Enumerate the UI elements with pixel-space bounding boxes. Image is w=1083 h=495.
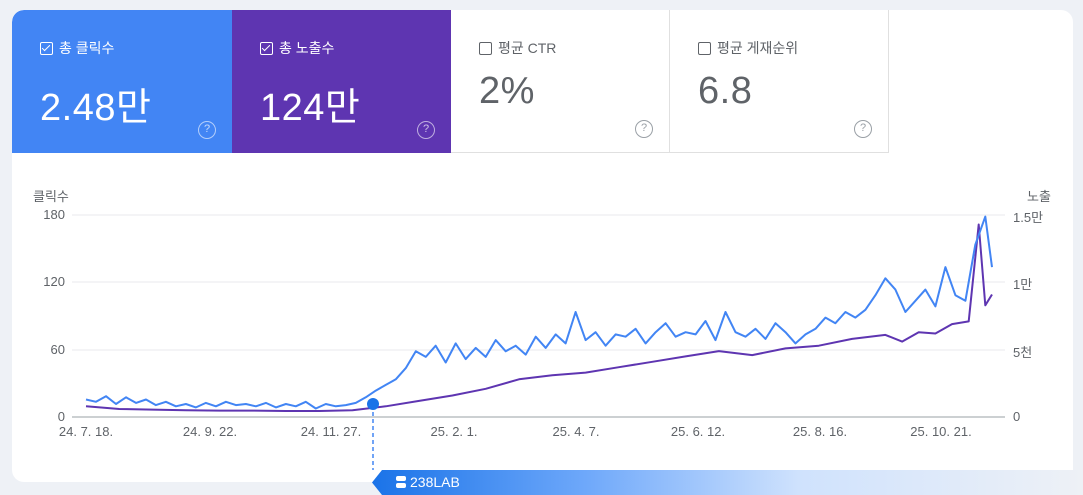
- right-y-tick: 0: [1013, 409, 1021, 424]
- right-y-tick: 5천: [1013, 345, 1033, 360]
- x-tick: 24. 7. 18.: [58, 424, 114, 439]
- impressions-series-line: [85, 223, 993, 412]
- left-y-tick: 180: [43, 207, 65, 222]
- watermark-text: 238LAB: [410, 474, 460, 490]
- tile-value: 2%: [479, 70, 535, 112]
- help-icon[interactable]: ?: [635, 120, 653, 138]
- tile-value: 6.8: [698, 70, 753, 112]
- x-tick: 24. 11. 27.: [300, 424, 362, 439]
- tile-total-impressions[interactable]: 총 노출수 124만 ?: [232, 10, 451, 153]
- x-tick: 25. 2. 1.: [430, 424, 478, 439]
- logo-icon: [396, 476, 406, 488]
- checkbox-checked-icon[interactable]: [260, 41, 273, 55]
- x-tick: 25. 6. 12.: [670, 424, 726, 439]
- checkbox-unchecked-icon[interactable]: [479, 41, 492, 55]
- x-tick: 24. 9. 22.: [182, 424, 238, 439]
- left-y-tick: 120: [43, 274, 65, 289]
- watermark-banner: [372, 470, 1083, 495]
- help-icon[interactable]: ?: [854, 120, 872, 138]
- tile-value: 2.48만: [40, 87, 152, 129]
- left-y-tick: 60: [50, 342, 65, 357]
- x-tick: 25. 10. 21.: [910, 424, 972, 439]
- right-y-tick: 1만: [1013, 277, 1033, 292]
- tile-average-position[interactable]: 평균 게재순위 6.8 ?: [670, 10, 889, 153]
- right-y-tick: 1.5만: [1013, 210, 1044, 225]
- tile-label: 평균 CTR: [498, 40, 557, 56]
- clicks-series-line: [85, 215, 993, 410]
- left-axis-title: 클릭수: [33, 189, 69, 204]
- left-y-tick: 0: [57, 409, 65, 424]
- tile-label: 총 노출수: [279, 40, 335, 56]
- help-icon[interactable]: ?: [417, 121, 435, 139]
- tile-average-ctr[interactable]: 평균 CTR 2% ?: [451, 10, 670, 153]
- x-tick: 25. 4. 7.: [552, 424, 600, 439]
- checkbox-unchecked-icon[interactable]: [698, 41, 711, 55]
- annotation-marker-dot[interactable]: [367, 398, 379, 410]
- watermark-label: 238LAB: [396, 474, 460, 490]
- tile-label: 총 클릭수: [59, 40, 115, 56]
- tile-value: 124만: [260, 87, 361, 129]
- metric-tiles: 총 클릭수 2.48만 ? 총 노출수 124만 ? 평균 CTR 2% ? 평…: [12, 10, 889, 153]
- tile-label: 평균 게재순위: [717, 40, 799, 56]
- right-axis-title: 노출: [1027, 189, 1051, 204]
- tile-total-clicks[interactable]: 총 클릭수 2.48만 ?: [12, 10, 232, 153]
- grid-lines: [72, 214, 1005, 351]
- help-icon[interactable]: ?: [198, 121, 216, 139]
- checkbox-checked-icon[interactable]: [40, 41, 53, 55]
- x-tick: 25. 8. 16.: [792, 424, 848, 439]
- performance-card: 총 클릭수 2.48만 ? 총 노출수 124만 ? 평균 CTR 2% ? 평…: [12, 10, 1073, 482]
